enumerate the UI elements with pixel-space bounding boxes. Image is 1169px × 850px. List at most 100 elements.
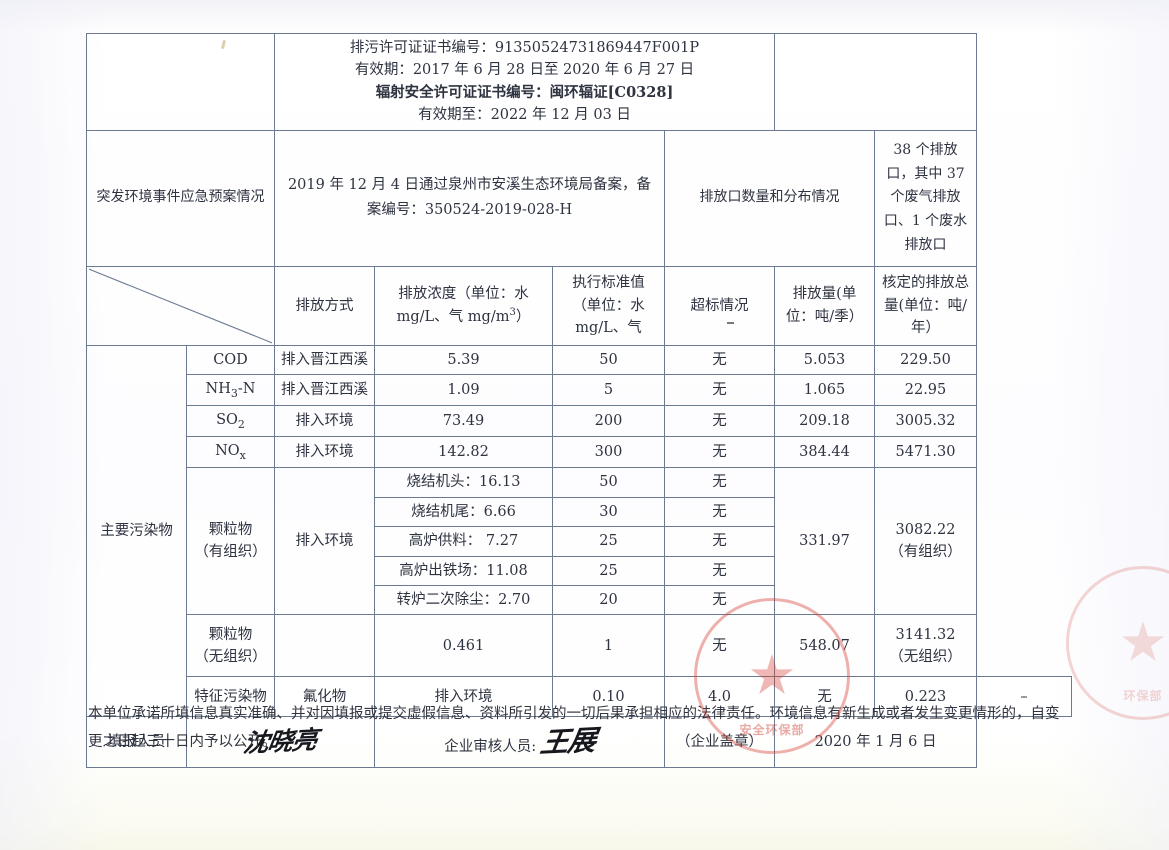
secondary-seal-stamp: 环保部	[1066, 566, 1169, 720]
header-exceed: 超标情况	[663, 265, 776, 346]
reviewer-label: 企业审核人员:	[444, 739, 537, 756]
pollutant-name: SO2	[186, 405, 275, 438]
table-row: 烧结机尾：6.66 30 无	[87, 496, 1072, 528]
table-row: 特征污染物 氟化物 排入环境 0.10 4.0 无 0.223 –	[87, 676, 1072, 718]
discharge-method: 排入环境	[274, 467, 375, 616]
permit-info-row: 排污许可证证书编号：91350524731869447F001P 有效期：201…	[86, 33, 1072, 131]
table-row: NOx 排入环境 142.82 300 无 384.44 5471.30	[87, 436, 1072, 469]
exceed-value: 无	[663, 585, 776, 616]
approved-value: 229.50	[874, 344, 978, 376]
radiation-permit-line: 辐射安全许可证证书编号：闽环辐证[C0328]	[375, 83, 674, 101]
emergency-plan-row: 突发环境事件应急预案情况 2019 年 12 月 4 日通过泉州市安溪生态环境局…	[86, 129, 1072, 267]
exceed-value: 无	[663, 496, 776, 528]
table-row: 高炉供料： 7.27 25 无	[87, 526, 1072, 557]
outlets-label: 排放口数量和分布情况	[663, 129, 876, 267]
header-amount: 排放量(单 位：吨/季）	[774, 265, 876, 346]
approved-value: 3141.32 （无组织）	[874, 614, 978, 678]
standard-value: 50	[552, 467, 665, 498]
pollutant-name: NOx	[186, 436, 275, 469]
discharge-method: 排入环境	[274, 405, 375, 438]
permit-validity-line: 有效期：2017 年 6 月 28 日至 2020 年 6 月 27 日	[354, 62, 695, 79]
outlets-value: 38 个排放口，其中 37 个废气排放口、1 个废水排放口	[874, 129, 978, 267]
approved-value: 22.95	[874, 374, 978, 407]
header-concentration: 排放浓度（单位：水 mg/L、气 mg/m3）	[374, 265, 553, 346]
concentration-value: 0.461	[374, 614, 553, 678]
standard-value: 25	[552, 526, 665, 557]
approved-value: 3082.22 （有组织）	[874, 467, 978, 616]
table-row: 高炉出铁场：11.08 25 无	[87, 555, 1072, 587]
concentration-value: 烧结机头：16.13	[374, 467, 553, 498]
pollutant-name: 颗粒物 （有组织）	[186, 467, 275, 616]
approved-value: –	[976, 676, 1072, 718]
standard-value: 1	[552, 614, 665, 678]
table-row: 主要污染物 COD 排入晋江西溪 5.39 50 无 5.053 229.50	[86, 344, 1072, 718]
standard-value: 25	[552, 555, 665, 587]
permit-number-line: 排污许可证证书编号：91350524731869447F001P	[349, 40, 700, 56]
standard-value: 30	[552, 496, 665, 528]
emergency-plan-label: 突发环境事件应急预案情况	[86, 129, 275, 267]
permit-info-right-blank-cell	[774, 33, 978, 131]
pollutant-name: 颗粒物 （无组织）	[186, 614, 275, 678]
exceed-value: 无	[774, 676, 876, 718]
table-row: 颗粒物 （无组织） 0.461 1 无 548.07 3141.32 （无组织）	[87, 614, 1072, 678]
exceed-value: 无	[663, 405, 776, 438]
star-icon	[1121, 621, 1165, 662]
exceed-value: 无	[663, 374, 776, 407]
permit-info-cell: 排污许可证证书编号：91350524731869447F001P 有效期：201…	[273, 33, 776, 131]
concentration-value: 73.49	[374, 405, 553, 438]
pollution-disclosure-table: 排污许可证证书编号：91350524731869447F001P 有效期：201…	[86, 33, 1072, 768]
standard-value: 200	[552, 405, 665, 438]
concentration-value: 142.82	[374, 436, 553, 469]
amount-value: 1.065	[774, 374, 876, 407]
exceed-value: 无	[663, 436, 776, 469]
discharge-method: 排入晋江西溪	[274, 344, 375, 376]
exceed-value: 无	[663, 344, 776, 376]
radiation-validity-line: 有效期至：2022 年 12 月 03 日	[418, 107, 631, 124]
header-discharge-method: 排放方式	[274, 265, 375, 346]
emergency-plan-value: 2019 年 12 月 4 日通过泉州市安溪生态环境局备案，备案编号：35052…	[274, 129, 665, 267]
group-characteristic-pollutants: 特征污染物	[186, 676, 275, 718]
group-main-pollutants: 主要污染物	[86, 344, 187, 718]
amount-value: 209.18	[774, 405, 876, 438]
amount-value: 331.97	[774, 467, 876, 616]
pollutant-name: COD	[186, 344, 275, 376]
preparer-signature-field[interactable]: 沈晓亮	[186, 716, 375, 768]
amount-value: 5.053	[774, 344, 876, 376]
concentration-value: 0.10	[552, 676, 665, 718]
exceed-value: 无	[663, 467, 776, 498]
exceed-value: 无	[663, 526, 776, 557]
column-header-row: 排放方式 排放浓度（单位：水 mg/L、气 mg/m3） 执行标准值 （单位：水 mg…	[86, 265, 1072, 346]
amount-value: 548.07	[774, 614, 876, 678]
exceed-value: 无	[663, 614, 776, 678]
standard-value: 5	[552, 374, 665, 407]
discharge-method: 排入晋江西溪	[274, 374, 375, 407]
concentration-value: 5.39	[374, 344, 553, 376]
concentration-value: 高炉出铁场：11.08	[374, 555, 553, 587]
discharge-method: 排入环境	[274, 436, 375, 469]
table-row: 转炉二次除尘：2.70 20 无	[87, 585, 1072, 616]
pollutant-name: NH3-N	[186, 374, 275, 407]
standard-value: 4.0	[663, 676, 776, 718]
standard-value: 20	[552, 585, 665, 616]
signature-date: 2020 年 1 月 6 日	[774, 716, 978, 768]
legal-statement: 本单位承诺所填信息真实准确、并对因填报或提交虚假信息、资料所引发的一切后果承担相…	[88, 706, 1060, 751]
concentration-value: 高炉供料： 7.27	[374, 526, 553, 557]
standard-value: 50	[552, 344, 665, 376]
table-row: 颗粒物 （有组织） 排入环境 烧结机头：16.13 50 无 331.97 308…	[87, 467, 1072, 616]
concentration-value: 1.09	[374, 374, 553, 407]
diagonal-header-cell	[86, 265, 275, 346]
header-approved-total: 核定的排放总 量(单位：吨/年）	[874, 265, 978, 346]
table-row: NH3-N 排入晋江西溪 1.09 5 无 1.065 22.95	[87, 374, 1072, 407]
company-seal-label: （企业盖章）	[663, 716, 776, 768]
signature-row: 填报人员 沈晓亮 企业审核人员: 王展 （企业盖章） 2020 年 1 月 6 …	[86, 716, 1072, 768]
permit-info-blank-cell	[86, 33, 275, 131]
pollutant-name: 氟化物	[274, 676, 375, 718]
amount-value: 384.44	[774, 436, 876, 469]
stray-dash-mark	[727, 322, 734, 324]
header-standard: 执行标准值 （单位：水 mg/L、气	[552, 265, 665, 346]
secondary-seal-bottom-text: 环保部	[1123, 689, 1163, 703]
preparer-label: 填报人员	[86, 716, 187, 768]
standard-value: 300	[552, 436, 665, 469]
table-row: SO2 排入环境 73.49 200 无 209.18 3005.32	[87, 405, 1072, 438]
